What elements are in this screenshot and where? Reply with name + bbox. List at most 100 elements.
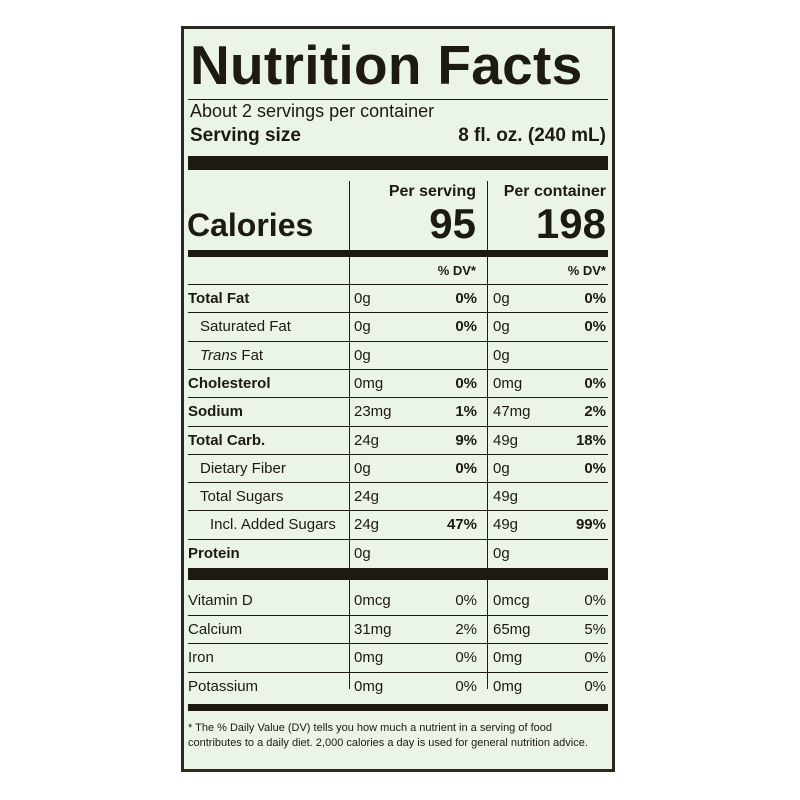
calories-label: Calories (187, 207, 314, 243)
nutrient-name-rest: Fat (237, 346, 264, 364)
nutrition-facts-label: Nutrition Facts About 2 servings per con… (181, 26, 615, 772)
amount: 23mg (354, 403, 392, 421)
amount: 0mg (493, 374, 523, 392)
amount: 31mg (354, 620, 392, 638)
nutrient-name: Saturated Fat (200, 318, 291, 336)
daily-value: 0% (455, 290, 477, 307)
nutrient-name: Vitamin D (188, 592, 253, 609)
row-divider (188, 538, 608, 540)
thick-bar-calories (188, 250, 608, 257)
amount: 0mcg (493, 592, 530, 609)
amount: 49g (493, 488, 519, 506)
nutrient-name: Dietary Fiber (200, 459, 286, 477)
nutrient-name-italic: Trans (200, 346, 238, 364)
amount: 0g (493, 290, 510, 307)
divider (188, 284, 608, 285)
table-row: Saturated Fat 0g 0% 0g 0% (184, 313, 612, 341)
row-divider (188, 312, 608, 314)
table-row: Trans Fat 0g 0g (184, 342, 612, 370)
label-title: Nutrition Facts (190, 34, 583, 96)
table-row: Iron 0mg 0% 0mg 0% (184, 644, 612, 672)
table-row: Dietary Fiber 0g 0% 0g 0% (184, 455, 612, 483)
amount: 65mg (493, 620, 531, 638)
calories-per-container: 198 (535, 200, 606, 247)
daily-value: 0% (584, 592, 606, 609)
serving-size-value: 8 fl. oz. (240 mL) (458, 125, 606, 146)
daily-value: 0% (455, 649, 477, 666)
table-row: Incl. Added Sugars 24g 47% 49g 99% (184, 511, 612, 539)
row-divider (188, 453, 608, 455)
row-divider (188, 671, 608, 673)
amount: 0g (493, 459, 510, 477)
thick-bar-vitamins (188, 568, 608, 580)
table-row: Total Carb. 24g 9% 49g 18% (184, 427, 612, 455)
dv-header-serving: % DV* (437, 263, 476, 278)
per-container-header: Per container (503, 183, 606, 200)
table-row: Vitamin D 0mcg 0% 0mcg 0% (184, 587, 612, 615)
daily-value: 2% (455, 620, 477, 638)
daily-value: 0% (455, 592, 477, 609)
daily-value: 0% (455, 677, 477, 695)
daily-value: 0% (584, 374, 606, 392)
thick-bar-top (188, 156, 608, 170)
amount: 0g (493, 346, 510, 364)
nutrient-name: Trans Fat (200, 347, 263, 364)
daily-value: 0% (584, 318, 606, 336)
daily-value: 0% (455, 374, 477, 392)
daily-value: 99% (575, 516, 606, 534)
nutrient-name: Iron (188, 649, 214, 666)
table-row: Calcium 31mg 2% 65mg 5% (184, 616, 612, 644)
amount: 0g (493, 544, 510, 562)
amount: 0mg (493, 649, 523, 666)
dv-header-container: % DV* (567, 263, 606, 278)
row-divider (188, 510, 608, 512)
table-row: Sodium 23mg 1% 47mg 2% (184, 398, 612, 426)
row-divider (188, 368, 608, 370)
daily-value: 1% (455, 403, 477, 421)
table-row: Cholesterol 0mg 0% 0mg 0% (184, 370, 612, 398)
amount: 24g (354, 488, 380, 506)
amount: 0g (354, 459, 371, 477)
daily-value: 0% (584, 459, 606, 477)
serving-size-label: Serving size (190, 125, 301, 146)
amount: 0g (354, 544, 371, 562)
daily-value: 18% (575, 431, 606, 449)
nutrient-name: Total Sugars (200, 488, 284, 506)
daily-value: 0% (455, 318, 477, 336)
amount: 0g (493, 318, 510, 336)
thick-bar-bottom (188, 704, 608, 711)
footnote: * The % Daily Value (DV) tells you how m… (188, 722, 588, 749)
row-divider (188, 340, 608, 342)
nutrient-name: Potassium (188, 677, 259, 695)
daily-value: 9% (455, 431, 477, 449)
amount: 47mg (493, 403, 531, 421)
amount: 0g (354, 346, 371, 364)
column-divider-right (487, 181, 488, 689)
divider (188, 99, 608, 100)
per-serving-header: Per serving (388, 183, 476, 200)
daily-value: 0% (584, 649, 606, 666)
daily-value: 0% (584, 290, 606, 307)
column-divider-left (349, 181, 350, 689)
nutrient-name: Protein (188, 544, 240, 562)
servings-per-container: About 2 servings per container (190, 101, 435, 121)
table-row: Total Fat 0g 0% 0g 0% (184, 285, 612, 313)
nutrient-name: Total Carb. (188, 431, 266, 449)
daily-value: 2% (584, 403, 606, 421)
daily-value: 47% (446, 516, 477, 534)
row-divider (188, 482, 608, 484)
daily-value: 5% (584, 620, 606, 638)
nutrient-name: Total Fat (188, 290, 250, 307)
amount: 24g (354, 431, 380, 449)
table-row: Potassium 0mg 0% 0mg 0% (184, 673, 612, 701)
nutrient-name: Calcium (188, 620, 243, 638)
table-row: Protein 0g 0g (184, 540, 612, 568)
row-divider (188, 614, 608, 616)
amount: 0mg (354, 677, 384, 695)
table-row: Total Sugars 24g 49g (184, 483, 612, 511)
amount: 49g (493, 431, 519, 449)
calories-per-serving: 95 (429, 200, 476, 247)
amount: 49g (493, 516, 519, 534)
row-divider (188, 643, 608, 644)
amount: 0g (354, 318, 371, 336)
